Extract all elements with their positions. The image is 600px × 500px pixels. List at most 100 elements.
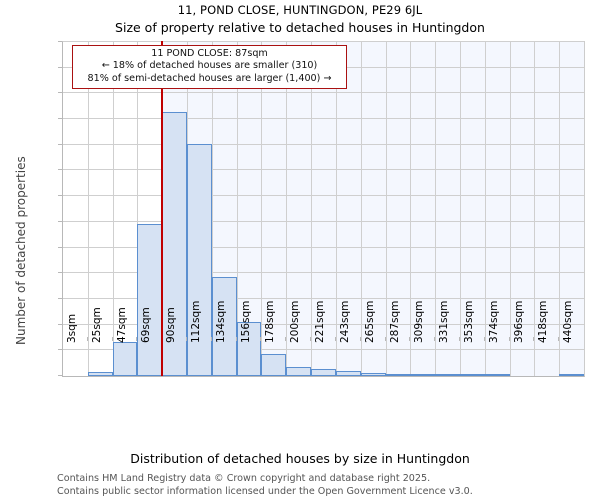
x-axis-tick-label: 374sqm	[487, 300, 500, 343]
x-axis-tick-label: 134sqm	[214, 300, 227, 343]
x-axis-tick-label: 309sqm	[413, 300, 426, 343]
histogram-bar	[385, 373, 411, 376]
x-axis-tick-mark	[86, 337, 88, 341]
gridline-vertical	[112, 42, 114, 376]
gridline-vertical	[534, 42, 536, 376]
gridline-horizontal	[63, 297, 584, 299]
annotation-line-3: 81% of semi-detached houses are larger (…	[87, 72, 332, 84]
y-axis-tick-mark	[58, 92, 62, 94]
x-axis-tick-label: 200sqm	[289, 300, 302, 343]
histogram-bar	[335, 370, 361, 376]
histogram-bar	[137, 224, 163, 376]
gridline-vertical	[261, 42, 263, 376]
histogram-bar	[311, 369, 336, 376]
histogram-bar	[360, 372, 386, 376]
x-axis-tick-label: 47sqm	[115, 307, 128, 343]
x-axis-tick-label: 90sqm	[165, 307, 178, 343]
x-axis-tick-label: 112sqm	[190, 300, 203, 343]
x-axis-tick-mark	[458, 337, 460, 341]
x-axis-tick-label: 178sqm	[264, 300, 277, 343]
y-axis-tick-mark	[58, 323, 62, 325]
histogram-bar	[410, 374, 436, 376]
x-axis-tick-label: 287sqm	[388, 300, 401, 343]
x-axis-tick-mark	[210, 337, 212, 341]
gridline-vertical	[385, 42, 387, 376]
x-axis-tick-label: 221sqm	[314, 300, 327, 343]
marker-line	[161, 41, 164, 376]
x-axis-tick-mark	[384, 337, 386, 341]
gridline-horizontal	[63, 169, 584, 171]
x-axis-tick-mark	[186, 337, 188, 341]
x-axis-tick-mark	[508, 337, 510, 341]
gridline-vertical	[236, 42, 238, 376]
annotation-line-1: 11 POND CLOSE: 87sqm	[151, 48, 268, 59]
gridline-horizontal	[63, 143, 584, 145]
footer-line-1: Contains HM Land Registry data © Crown c…	[57, 473, 431, 484]
y-axis-tick-mark	[58, 41, 62, 42]
gridline-horizontal	[63, 92, 584, 94]
y-axis-tick-mark	[58, 220, 62, 222]
histogram-bar	[211, 276, 237, 376]
chart-title: 11, POND CLOSE, HUNTINGDON, PE29 6JL	[177, 3, 423, 17]
x-axis-tick-mark	[558, 337, 560, 341]
gridline-horizontal	[63, 272, 584, 274]
y-axis-tick-mark	[58, 246, 62, 248]
histogram-bar	[261, 354, 287, 376]
x-axis-tick-label: 331sqm	[438, 300, 451, 343]
y-axis-tick-mark	[58, 375, 62, 376]
x-axis-tick-mark	[409, 337, 411, 341]
y-axis-tick-mark	[58, 349, 62, 351]
histogram-bar	[162, 112, 188, 376]
y-axis-tick-mark	[58, 272, 62, 274]
histogram-bar	[435, 374, 460, 376]
annotation-box: 11 POND CLOSE: 87sqm ← 18% of detached h…	[72, 45, 347, 89]
y-axis-label: Number of detached properties	[14, 156, 28, 345]
y-axis-tick-mark	[58, 169, 62, 171]
x-axis-tick-label: 265sqm	[363, 300, 376, 343]
gridline-vertical	[559, 42, 561, 376]
x-axis-tick-mark	[483, 337, 485, 341]
y-axis-tick-mark	[58, 66, 62, 68]
gridline-vertical	[509, 42, 511, 376]
x-axis-tick-mark	[136, 337, 138, 341]
x-axis-label: Distribution of detached houses by size …	[130, 451, 470, 466]
footer-attribution: Contains HM Land Registry data © Crown c…	[57, 473, 473, 498]
gridline-vertical	[435, 42, 437, 376]
gridline-vertical	[311, 42, 313, 376]
gridline-vertical	[360, 42, 362, 376]
x-axis-tick-mark	[334, 337, 336, 341]
y-axis-tick-mark	[58, 118, 62, 120]
x-axis-tick-label: 396sqm	[512, 300, 525, 343]
histogram-bar	[236, 321, 262, 376]
gridline-horizontal	[63, 220, 584, 222]
histogram-bar	[286, 366, 312, 376]
x-axis-tick-mark	[359, 337, 361, 341]
x-axis-tick-mark	[62, 337, 63, 341]
x-axis-tick-mark	[260, 337, 262, 341]
gridline-vertical	[137, 42, 139, 376]
x-axis-tick-label: 440sqm	[562, 300, 575, 343]
histogram-bar	[459, 374, 485, 376]
x-axis-tick-mark	[111, 337, 113, 341]
x-axis-tick-mark	[235, 337, 237, 341]
gridline-vertical	[211, 42, 213, 376]
gridline-vertical	[410, 42, 412, 376]
x-axis-tick-mark	[533, 337, 535, 341]
plot-area	[62, 41, 585, 377]
gridline-horizontal	[63, 41, 584, 42]
x-axis-tick-mark	[434, 337, 436, 341]
x-axis-tick-label: 69sqm	[140, 307, 153, 343]
histogram-bar	[112, 341, 138, 376]
gridline-vertical	[87, 42, 89, 376]
x-axis-tick-label: 418sqm	[537, 300, 550, 343]
y-axis-tick-mark	[58, 195, 62, 197]
histogram-bar	[187, 143, 212, 376]
gridline-horizontal	[63, 349, 584, 351]
gridline-horizontal	[63, 246, 584, 248]
gridline-horizontal	[63, 118, 584, 120]
x-axis-tick-label: 25sqm	[90, 307, 103, 343]
gridline-vertical	[335, 42, 337, 376]
footer-line-2: Contains public sector information licen…	[57, 485, 473, 497]
x-axis-tick-label: 243sqm	[338, 300, 351, 343]
